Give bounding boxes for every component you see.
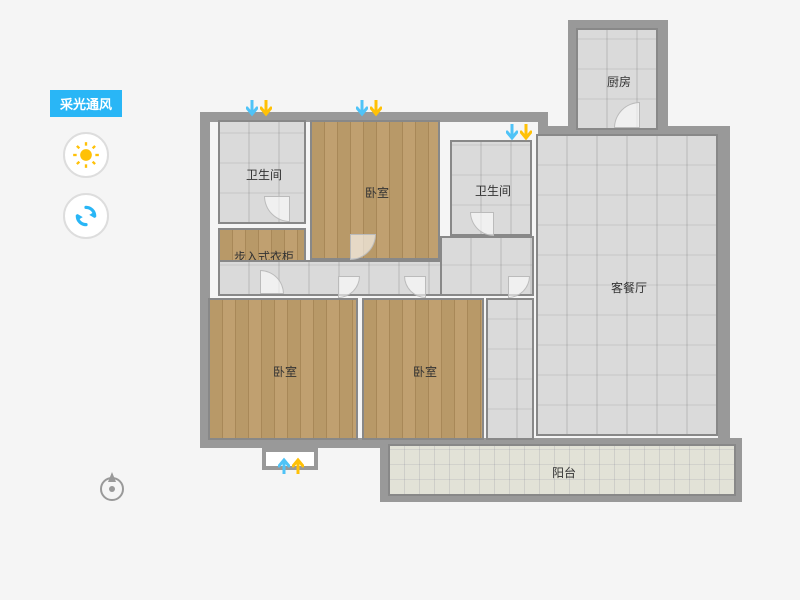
arrow-blue-icon <box>506 124 518 142</box>
arrow-yellow-icon <box>520 124 532 142</box>
sidebar: 采光通风 <box>50 90 122 239</box>
room-label: 厨房 <box>607 73 631 90</box>
arrow-blue-icon <box>278 456 290 474</box>
room-label: 卧室 <box>413 363 437 380</box>
vent-arrows <box>356 100 382 118</box>
wall-segment <box>718 126 730 444</box>
vent-arrows <box>278 456 304 474</box>
room-label: 卫生间 <box>475 182 511 199</box>
arrow-yellow-icon <box>370 100 382 118</box>
room-label: 阳台 <box>552 464 576 481</box>
wall-segment <box>658 20 668 130</box>
arrow-yellow-icon <box>292 456 304 474</box>
refresh-icon <box>73 203 99 229</box>
refresh-button[interactable] <box>63 193 109 239</box>
floorplan: 厨房卫生间卧室卫生间步入式衣柜客餐厅卧室卧室阳台 <box>170 20 770 580</box>
compass-icon <box>95 470 129 509</box>
room-bath1: 卫生间 <box>218 120 306 224</box>
room-label: 客餐厅 <box>611 279 647 296</box>
room-label: 卧室 <box>273 363 297 380</box>
room-hall3 <box>486 298 534 440</box>
arrow-blue-icon <box>246 100 258 118</box>
sun-icon <box>72 141 100 169</box>
room-label: 卫生间 <box>246 166 282 183</box>
room-label: 卧室 <box>365 184 389 201</box>
sun-button[interactable] <box>63 132 109 178</box>
room-bed3: 卧室 <box>362 298 484 440</box>
arrow-blue-icon <box>356 100 368 118</box>
lighting-badge: 采光通风 <box>50 90 122 117</box>
vent-arrows <box>506 124 532 142</box>
arrow-yellow-icon <box>260 100 272 118</box>
room-bed2: 卧室 <box>208 298 358 440</box>
room-balcony: 阳台 <box>388 444 736 496</box>
room-living: 客餐厅 <box>536 134 718 436</box>
vent-arrows <box>246 100 272 118</box>
